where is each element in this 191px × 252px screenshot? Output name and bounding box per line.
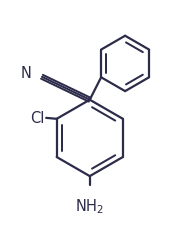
Text: NH$_2$: NH$_2$ [75,196,104,215]
Text: N: N [21,66,32,81]
Text: Cl: Cl [30,111,44,126]
